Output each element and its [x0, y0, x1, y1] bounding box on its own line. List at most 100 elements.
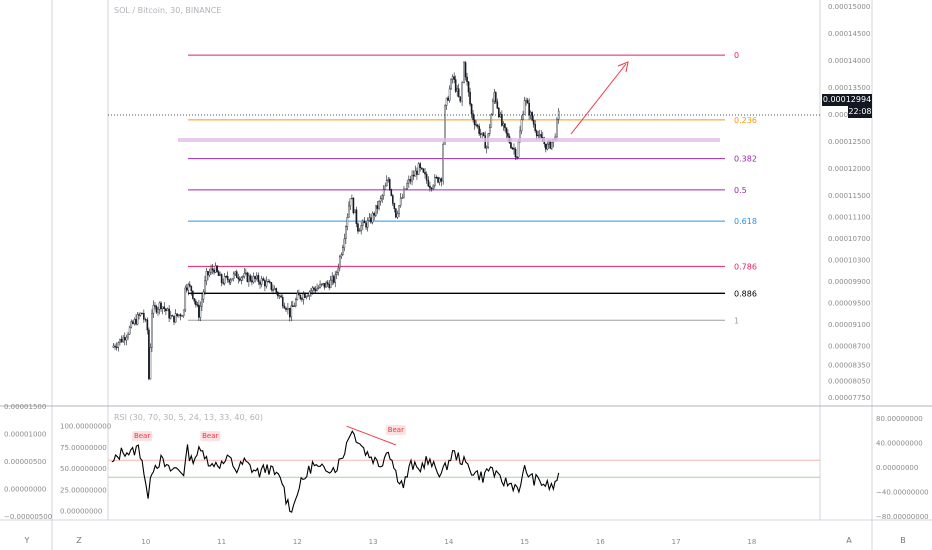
time-tick-label: 14 — [444, 538, 453, 546]
candle-body — [119, 338, 121, 344]
candle-body — [195, 300, 197, 305]
toolbar-y-button[interactable]: Y — [24, 536, 30, 545]
candle-body — [174, 313, 177, 323]
time-tick-label: 10 — [141, 538, 150, 546]
candle-body — [148, 329, 150, 380]
candle-body — [242, 276, 244, 278]
candle-body — [433, 176, 436, 187]
candle-body — [112, 345, 115, 348]
candle-body — [201, 298, 203, 307]
toolbar-a-button[interactable]: A — [846, 536, 852, 545]
price-series — [112, 60, 560, 381]
toolbar-z-button[interactable]: Z — [76, 536, 82, 545]
candle-body — [556, 118, 558, 138]
bear-badge — [385, 425, 406, 436]
candle-body — [310, 290, 312, 293]
candle-body — [168, 308, 170, 319]
candle-body — [295, 299, 297, 307]
candle-body — [499, 114, 502, 118]
candle-body — [207, 271, 209, 276]
candle-body — [122, 337, 124, 343]
candle-body — [467, 81, 470, 93]
candle-body — [430, 187, 433, 190]
candle-body — [459, 96, 462, 102]
candle-body — [523, 100, 526, 115]
candle-body — [445, 97, 448, 106]
candle-body — [136, 314, 139, 325]
candle-body — [528, 103, 530, 116]
candle-body — [472, 113, 474, 120]
candle-body — [196, 304, 199, 306]
candle-body — [240, 277, 243, 281]
price-tick-label: 0.00011500 — [828, 192, 870, 200]
candle-body — [401, 196, 404, 199]
candle-body — [293, 305, 296, 307]
candle-body — [138, 314, 140, 316]
candle-body — [520, 119, 523, 132]
candle-body — [366, 220, 369, 228]
fib-level-label: 0.382 — [734, 155, 757, 164]
candle-body — [179, 314, 182, 317]
candle-body — [507, 133, 509, 137]
candle-body — [149, 347, 152, 380]
price-tick-label: 0.00014000 — [828, 57, 870, 65]
candle-body — [314, 289, 317, 292]
trend-arrow[interactable] — [570, 61, 629, 135]
candle-body — [360, 225, 363, 231]
bear-badge-label: Bear — [134, 432, 150, 440]
candle-body — [311, 287, 314, 291]
candle-body — [362, 220, 364, 226]
toolbar-b-button[interactable]: B — [900, 536, 906, 545]
candle-body — [157, 308, 159, 313]
candle-body — [181, 315, 183, 317]
candle-body — [505, 127, 508, 134]
candle-body — [461, 82, 463, 102]
candle-body — [424, 172, 426, 175]
candle-body — [316, 288, 318, 292]
candle-body — [219, 274, 221, 277]
candle-body — [301, 298, 303, 300]
candle-body — [354, 209, 356, 214]
chart-title: SOL / Bitcoin, 30, BINANCE — [114, 6, 221, 15]
candle-body — [451, 76, 454, 80]
candle-body — [114, 345, 116, 348]
time-axis[interactable]: 10 11 12 13 14 15 16 17 18 — [141, 538, 756, 546]
candle-body — [517, 141, 520, 158]
candle-body — [205, 271, 208, 282]
candle-body — [371, 212, 374, 223]
candle-countdown: 22:08 — [848, 106, 872, 118]
candle-body — [403, 188, 405, 198]
price-tick-label: 0.00014500 — [828, 30, 870, 38]
candle-body — [217, 271, 220, 277]
candle-body — [319, 283, 321, 288]
candle-body — [141, 312, 143, 315]
bear-badge — [200, 431, 221, 442]
candle-body — [166, 308, 169, 312]
candle-body — [375, 205, 377, 216]
time-tick-label: 17 — [672, 538, 681, 546]
candle-body — [115, 346, 118, 349]
price-tick-label: 0.00008350 — [828, 361, 870, 369]
candle-body — [368, 217, 371, 221]
candle-body — [285, 308, 287, 310]
candle-body — [329, 279, 332, 288]
candle-body — [144, 319, 147, 321]
candle-body — [326, 282, 329, 285]
candle-body — [278, 295, 281, 297]
time-tick-label: 16 — [596, 538, 605, 546]
candle-body — [545, 143, 547, 150]
candle-body — [277, 292, 279, 297]
candle-body — [432, 185, 434, 189]
candle-body — [161, 306, 164, 310]
candle-body — [223, 276, 226, 284]
candle-body — [411, 174, 413, 182]
candle-body — [470, 103, 473, 115]
candle-body — [390, 189, 393, 196]
candle-body — [208, 272, 211, 276]
candle-body — [513, 148, 515, 150]
candle-body — [225, 276, 227, 278]
candle-body — [419, 163, 421, 169]
price-axis[interactable]: 0.00015000 0.00014500 0.00014000 0.00013500… — [828, 3, 870, 402]
candle-body — [135, 319, 137, 325]
